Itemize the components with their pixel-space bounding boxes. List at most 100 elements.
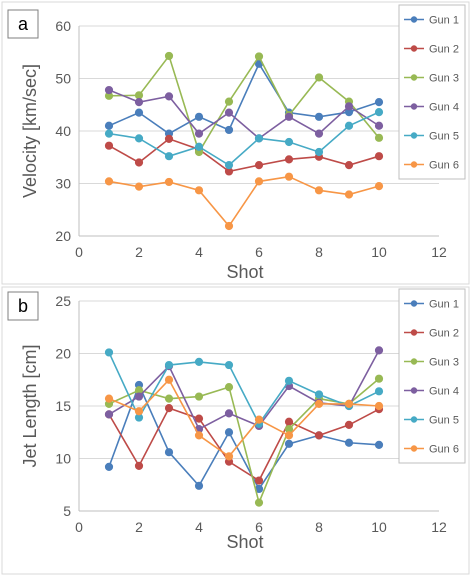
data-point (374, 133, 384, 142)
data-point (314, 399, 324, 408)
data-point (284, 431, 294, 440)
x-tick-label: 8 (315, 519, 323, 535)
data-point (134, 461, 144, 470)
data-point (134, 134, 144, 143)
series-gun-5 (104, 108, 384, 170)
legend-swatch-marker (410, 103, 418, 110)
data-point (104, 348, 114, 357)
panel-frame (1, 286, 470, 575)
y-tick-label: 5 (63, 503, 71, 519)
data-point (254, 415, 264, 424)
y-tick-label: 25 (55, 293, 71, 309)
legend-swatch-marker (410, 45, 418, 52)
data-point (164, 177, 174, 187)
series-line (108, 352, 380, 426)
series-line (108, 62, 380, 135)
panel-a: 20 30 40 50 60 0 2 4 6 8 10 12 Shot Velocity [km/sec]… (1, 1, 470, 285)
data-point (224, 97, 234, 106)
series-gun-3 (104, 51, 384, 157)
series-gun-6 (104, 172, 384, 231)
data-point (254, 177, 264, 186)
legend-entry: Gun 3 (429, 357, 459, 369)
data-point (344, 190, 354, 199)
y-tick-label: 20 (55, 346, 71, 362)
panel-label-box (7, 9, 39, 39)
series-line (108, 111, 380, 167)
y-tick-label: 30 (55, 176, 71, 192)
legend-swatch-marker (410, 74, 418, 81)
series-line (108, 378, 380, 458)
legend-entry: Gun 3 (429, 73, 459, 85)
data-point (164, 404, 174, 413)
y-tick-label: 50 (55, 71, 71, 87)
data-point (104, 394, 114, 403)
panel-label: a (18, 14, 29, 34)
legend-swatch-marker (410, 300, 418, 307)
data-point (164, 360, 174, 370)
legend-entry: Gun 4 (429, 386, 459, 398)
panel-b: 5 10 15 20 25 0 2 4 6 8 10 12 Shot Jet Length [cm] b Gu… (1, 286, 470, 575)
data-point (194, 112, 204, 121)
data-point (104, 177, 114, 186)
data-point (194, 481, 204, 490)
panel-frame (1, 1, 470, 285)
legend-box (398, 288, 466, 464)
data-point (374, 182, 384, 191)
data-point (194, 414, 204, 423)
data-point (224, 452, 234, 461)
y-tick-label: 60 (55, 18, 71, 34)
x-tick-label: 6 (255, 244, 263, 260)
legend-entry: Gun 5 (429, 131, 459, 143)
series-line (108, 54, 380, 154)
data-point (194, 392, 204, 401)
data-point (134, 158, 144, 167)
data-point (254, 134, 264, 143)
x-tick-label: 2 (135, 244, 143, 260)
data-point (104, 141, 114, 150)
series-line (108, 407, 380, 482)
data-point (224, 409, 234, 418)
data-point (344, 161, 354, 170)
data-point (134, 182, 144, 191)
data-point (164, 394, 174, 403)
y-axis-title: Velocity [km/sec] (20, 64, 40, 198)
data-point (134, 91, 144, 100)
data-point (194, 186, 204, 195)
data-point (164, 51, 174, 61)
data-point (164, 152, 174, 161)
data-point (224, 428, 234, 437)
series-line (108, 89, 380, 140)
data-point (374, 374, 384, 383)
data-point (134, 392, 144, 401)
legend-swatch-marker (410, 329, 418, 336)
x-tick-label: 10 (371, 244, 387, 260)
data-point (254, 498, 264, 507)
data-point (224, 161, 234, 170)
data-point (374, 152, 384, 161)
x-tick-label: 4 (195, 244, 203, 260)
legend-entry: Gun 6 (429, 160, 459, 172)
x-tick-label: 0 (75, 519, 83, 535)
data-point (284, 439, 294, 448)
data-point (224, 108, 234, 117)
data-point (284, 112, 294, 121)
panel-label: b (18, 296, 28, 316)
data-point (284, 155, 294, 164)
y-tick-label: 40 (55, 123, 71, 139)
data-point (284, 376, 294, 385)
data-point (164, 375, 174, 384)
panel-label-box (7, 291, 39, 321)
x-tick-label: 6 (255, 519, 263, 535)
data-point (314, 129, 324, 138)
legend-entry: Gun 5 (429, 415, 459, 427)
legend-swatch-marker (410, 161, 418, 168)
data-point (134, 108, 144, 117)
data-point (314, 73, 324, 82)
data-point (194, 129, 204, 138)
legend-swatch-marker (410, 387, 418, 394)
data-point (134, 98, 144, 107)
data-point (344, 438, 354, 447)
data-point (374, 387, 384, 396)
data-point (314, 147, 324, 157)
